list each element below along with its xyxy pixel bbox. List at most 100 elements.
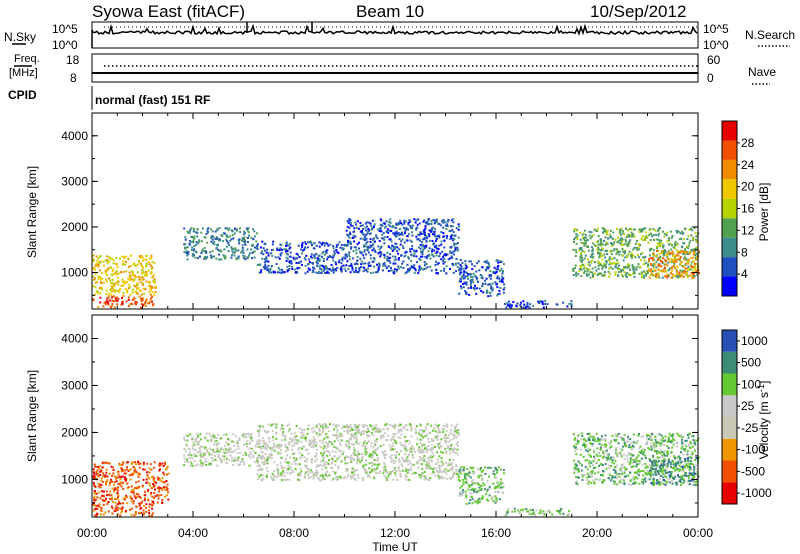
heatmap-cell	[496, 277, 499, 280]
heatmap-cell	[589, 256, 592, 258]
heatmap-cell	[606, 229, 609, 232]
heatmap-cell	[401, 456, 404, 459]
heatmap-cell	[599, 244, 602, 247]
heatmap-cell	[354, 470, 357, 473]
heatmap-cell	[121, 510, 124, 513]
heatmap-cell	[300, 440, 303, 443]
heatmap-cell	[100, 286, 103, 289]
heatmap-cell	[478, 486, 481, 489]
heatmap-cell	[483, 484, 486, 487]
heatmap-cell	[374, 451, 377, 454]
heatmap-cell	[670, 276, 673, 279]
heatmap-cell	[396, 234, 399, 237]
heatmap-cell	[254, 445, 257, 448]
heatmap-cell	[400, 433, 403, 436]
heatmap-cell	[273, 449, 276, 452]
heatmap-cell	[132, 491, 135, 494]
heatmap-cell	[258, 465, 261, 468]
heatmap-cell	[139, 497, 142, 500]
heatmap-cell	[369, 272, 372, 274]
heatmap-cell	[669, 242, 672, 245]
heatmap-cell	[233, 445, 236, 447]
heatmap-cell	[122, 461, 125, 464]
heatmap-cell	[667, 237, 670, 239]
heatmap-cell	[394, 460, 397, 463]
heatmap-cell	[192, 253, 194, 255]
heatmap-cell	[188, 451, 191, 454]
heatmap-cell	[311, 431, 314, 434]
heatmap-cell	[356, 455, 359, 457]
heatmap-cell	[228, 459, 231, 462]
heatmap-cell	[349, 242, 352, 245]
heatmap-cell	[628, 241, 631, 243]
heatmap-cell	[304, 473, 307, 476]
heatmap-cell	[306, 246, 309, 249]
colorbar-tick-label: 8	[741, 245, 748, 259]
heatmap-cell	[107, 295, 110, 298]
heatmap-cell	[334, 446, 337, 449]
heatmap-cell	[581, 256, 583, 259]
heatmap-cell	[216, 434, 219, 436]
heatmap-cell	[304, 246, 307, 249]
heatmap-cell	[200, 461, 203, 464]
y-tick-label: 1000	[61, 266, 88, 280]
heatmap-cell	[157, 479, 160, 481]
heatmap-cell	[500, 267, 503, 270]
heatmap-cell	[137, 259, 140, 262]
heatmap-cell	[310, 446, 313, 448]
heatmap-cell	[213, 443, 216, 446]
heatmap-cell	[666, 264, 669, 267]
heatmap-cell	[374, 439, 377, 442]
heatmap-cell	[583, 271, 586, 274]
heatmap-cell	[305, 254, 308, 257]
heatmap-cell	[144, 301, 147, 304]
heatmap-cell	[477, 499, 479, 502]
heatmap-cell	[457, 223, 460, 226]
heatmap-cell	[425, 267, 428, 270]
heatmap-cell	[367, 227, 370, 230]
heatmap-cell	[457, 225, 460, 228]
heatmap-cell	[361, 430, 364, 432]
heatmap-cell	[422, 436, 425, 439]
heatmap-cell	[470, 278, 473, 281]
heatmap-cell	[256, 232, 259, 235]
heatmap-cell	[340, 439, 343, 442]
heatmap-cell	[281, 271, 284, 274]
heatmap-cell	[107, 462, 110, 465]
heatmap-cell	[218, 450, 221, 453]
heatmap-cell	[129, 497, 132, 499]
heatmap-cell	[464, 267, 467, 270]
heatmap-cell	[423, 219, 426, 222]
heatmap-cell	[375, 458, 378, 461]
heatmap-cell	[210, 457, 213, 460]
heatmap-cell	[695, 257, 698, 260]
freq-tick-top: 18	[66, 53, 80, 67]
heatmap-cell	[293, 436, 296, 438]
heatmap-cell	[585, 273, 588, 276]
heatmap-cell	[151, 276, 154, 279]
heatmap-cell	[690, 234, 693, 237]
heatmap-cell	[679, 275, 682, 278]
heatmap-cell	[288, 441, 291, 444]
heatmap-cell	[291, 265, 293, 268]
heatmap-cell	[621, 248, 624, 250]
heatmap-cell	[286, 446, 289, 449]
heatmap-cell	[474, 488, 477, 491]
heatmap-cell	[349, 233, 352, 235]
heatmap-cell	[120, 271, 122, 274]
heatmap-cell	[295, 425, 298, 428]
heatmap-cell	[163, 473, 166, 476]
heatmap-cell	[106, 269, 109, 272]
heatmap-cell	[134, 470, 137, 473]
heatmap-cell	[526, 301, 529, 304]
heatmap-cell	[437, 443, 440, 446]
heatmap-cell	[437, 262, 440, 265]
heatmap-cell	[458, 292, 461, 295]
heatmap-cell	[264, 430, 267, 433]
heatmap-cell	[695, 253, 698, 256]
heatmap-cell	[126, 487, 129, 490]
heatmap-cell	[219, 459, 222, 461]
heatmap-cell	[313, 257, 316, 259]
heatmap-cell	[111, 278, 114, 281]
heatmap-cell	[289, 456, 292, 459]
